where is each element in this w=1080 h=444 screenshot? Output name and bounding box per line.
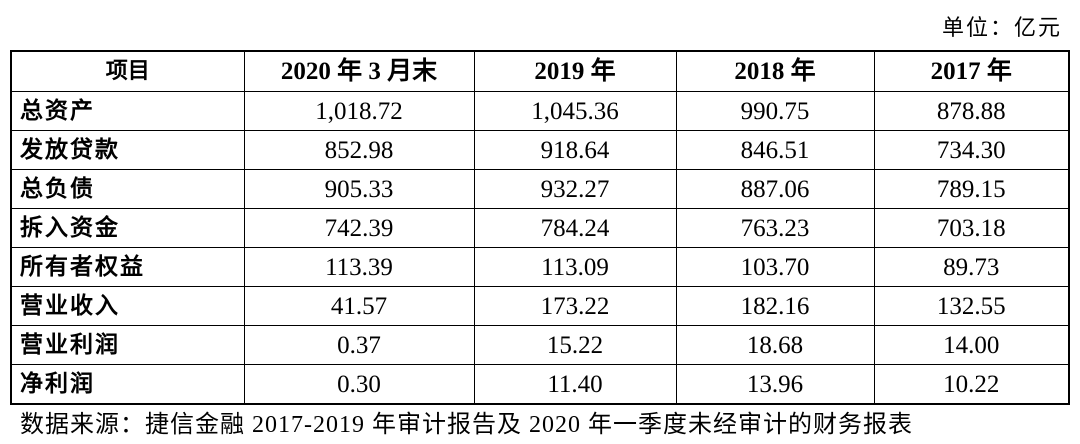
header-row: 项目 2020 年 3 月末 2019 年 2018 年 2017 年	[10, 50, 1070, 92]
table-row: 总资产 1,018.72 1,045.36 990.75 878.88	[10, 91, 1070, 131]
row-label: 拆入资金	[10, 208, 245, 248]
cell-value: 113.09	[473, 247, 677, 287]
cell-value: 1,045.36	[473, 91, 677, 131]
cell-value: 15.22	[473, 325, 677, 365]
cell-value: 18.68	[675, 325, 875, 365]
cell-value: 887.06	[675, 169, 875, 209]
cell-value: 11.40	[473, 364, 677, 405]
unit-note: 单位：亿元	[941, 15, 1062, 40]
table-row: 净利润 0.30 11.40 13.96 10.22	[10, 364, 1070, 405]
row-label: 营业利润	[10, 325, 245, 365]
cell-value: 852.98	[243, 130, 475, 170]
cell-value: 1,018.72	[243, 91, 475, 131]
row-label: 总负债	[10, 169, 245, 209]
cell-value: 878.88	[873, 91, 1070, 131]
header-cell: 2019 年	[473, 50, 677, 92]
header-cell: 2020 年 3 月末	[243, 50, 475, 92]
cell-value: 132.55	[873, 286, 1070, 326]
cell-value: 932.27	[473, 169, 677, 209]
cell-value: 784.24	[473, 208, 677, 248]
cell-value: 14.00	[873, 325, 1070, 365]
table-row: 所有者权益 113.39 113.09 103.70 89.73	[10, 247, 1070, 287]
cell-value: 103.70	[675, 247, 875, 287]
cell-value: 905.33	[243, 169, 475, 209]
header-cell: 2017 年	[873, 50, 1070, 92]
cell-value: 763.23	[675, 208, 875, 248]
cell-value: 10.22	[873, 364, 1070, 405]
cell-value: 918.64	[473, 130, 677, 170]
cell-value: 703.18	[873, 208, 1070, 248]
cell-value: 846.51	[675, 130, 875, 170]
source-note: 数据来源：捷信金融 2017-2019 年审计报告及 2020 年一季度未经审计…	[20, 412, 913, 438]
cell-value: 13.96	[675, 364, 875, 405]
cell-value: 89.73	[873, 247, 1070, 287]
table-row: 拆入资金 742.39 784.24 763.23 703.18	[10, 208, 1070, 248]
row-label: 营业收入	[10, 286, 245, 326]
table-row: 营业利润 0.37 15.22 18.68 14.00	[10, 325, 1070, 365]
row-label: 净利润	[10, 364, 245, 405]
row-label: 总资产	[10, 91, 245, 131]
header-cell: 2018 年	[675, 50, 875, 92]
cell-value: 789.15	[873, 169, 1070, 209]
cell-value: 0.37	[243, 325, 475, 365]
table-row: 发放贷款 852.98 918.64 846.51 734.30	[10, 130, 1070, 170]
table-row: 营业收入 41.57 173.22 182.16 132.55	[10, 286, 1070, 326]
table-body: 总资产 1,018.72 1,045.36 990.75 878.88 发放贷款 852.9…	[10, 91, 1070, 405]
cell-value: 734.30	[873, 130, 1070, 170]
table-row: 总负债 905.33 932.27 887.06 789.15	[10, 169, 1070, 209]
header-cell: 项目	[10, 50, 245, 92]
cell-value: 182.16	[675, 286, 875, 326]
cell-value: 0.30	[243, 364, 475, 405]
cell-value: 742.39	[243, 208, 475, 248]
cell-value: 173.22	[473, 286, 677, 326]
cell-value: 113.39	[243, 247, 475, 287]
cell-value: 41.57	[243, 286, 475, 326]
cell-value: 990.75	[675, 91, 875, 131]
row-label: 所有者权益	[10, 247, 245, 287]
row-label: 发放贷款	[10, 130, 245, 170]
financial-table: 项目 2020 年 3 月末 2019 年 2018 年 2017 年 总资产 1,018…	[10, 50, 1070, 405]
